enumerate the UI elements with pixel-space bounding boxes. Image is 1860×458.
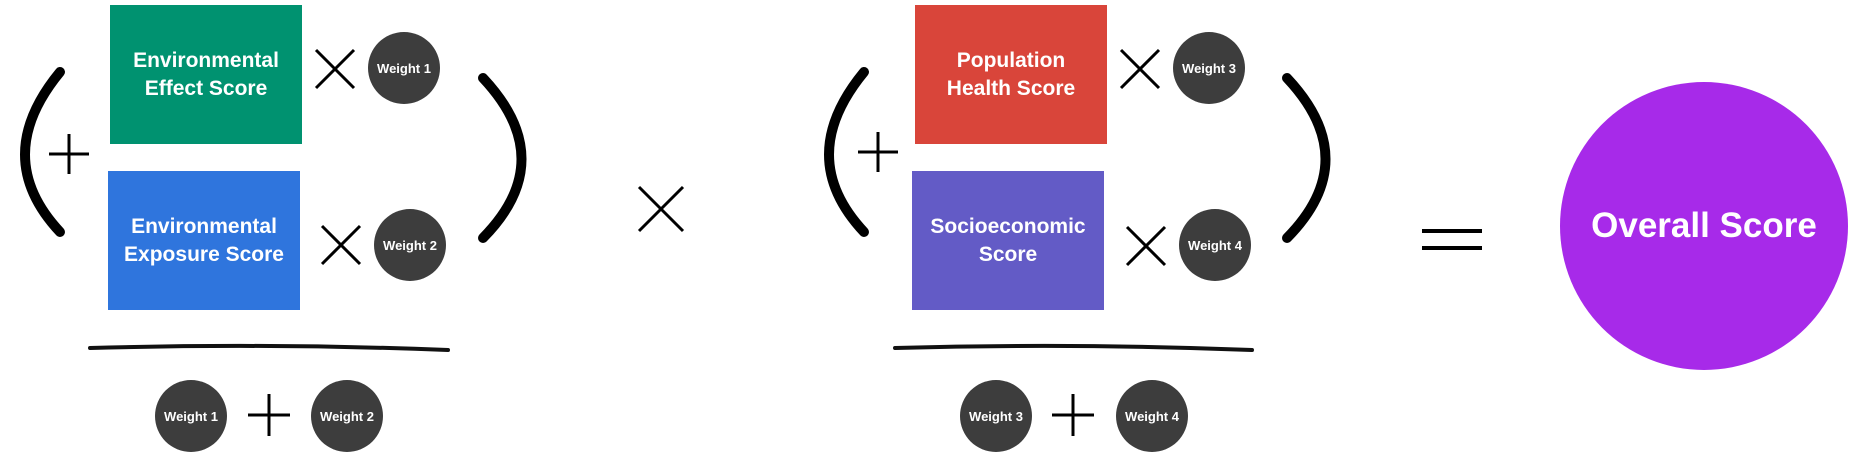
weight-4-circle: Weight 4 (1179, 209, 1251, 281)
denominator-weight-4-circle: Weight 4 (1116, 380, 1188, 452)
times-icon (1125, 225, 1167, 267)
environmental-exposure-score-box: Environmental Exposure Score (108, 171, 300, 310)
times-icon (1119, 48, 1161, 90)
close-paren-icon (478, 73, 527, 243)
socioeconomic-score-box: Socioeconomic Score (912, 171, 1104, 310)
plus-icon (1052, 394, 1094, 436)
denominator-weight-3-circle: Weight 3 (960, 380, 1032, 452)
close-paren-icon (1282, 73, 1331, 243)
weight-1-circle: Weight 1 (368, 32, 440, 104)
denominator-weight-2-circle: Weight 2 (311, 380, 383, 452)
times-icon (314, 48, 356, 90)
times-icon (637, 185, 685, 233)
box-label: Environmental Exposure Score (124, 214, 284, 266)
weight-3-circle: Weight 3 (1173, 32, 1245, 104)
population-health-score-box: Population Health Score (915, 5, 1107, 144)
equals-icon (1422, 229, 1482, 250)
overall-score-circle: Overall Score (1560, 82, 1848, 370)
times-icon (320, 224, 362, 266)
open-paren-icon (824, 67, 869, 237)
box-label: Population Health Score (946, 48, 1076, 100)
box-label: Socioeconomic Score (930, 214, 1086, 266)
open-paren-icon (20, 67, 65, 237)
plus-icon (858, 132, 898, 172)
weight-2-circle: Weight 2 (374, 209, 446, 281)
denominator-weight-1-circle: Weight 1 (155, 380, 227, 452)
plus-icon (49, 134, 89, 174)
box-label: Environmental Effect Score (133, 48, 279, 100)
plus-icon (248, 394, 290, 436)
environmental-effect-score-box: Environmental Effect Score (110, 5, 302, 144)
fraction-bar (88, 343, 450, 352)
fraction-bar (893, 343, 1254, 352)
